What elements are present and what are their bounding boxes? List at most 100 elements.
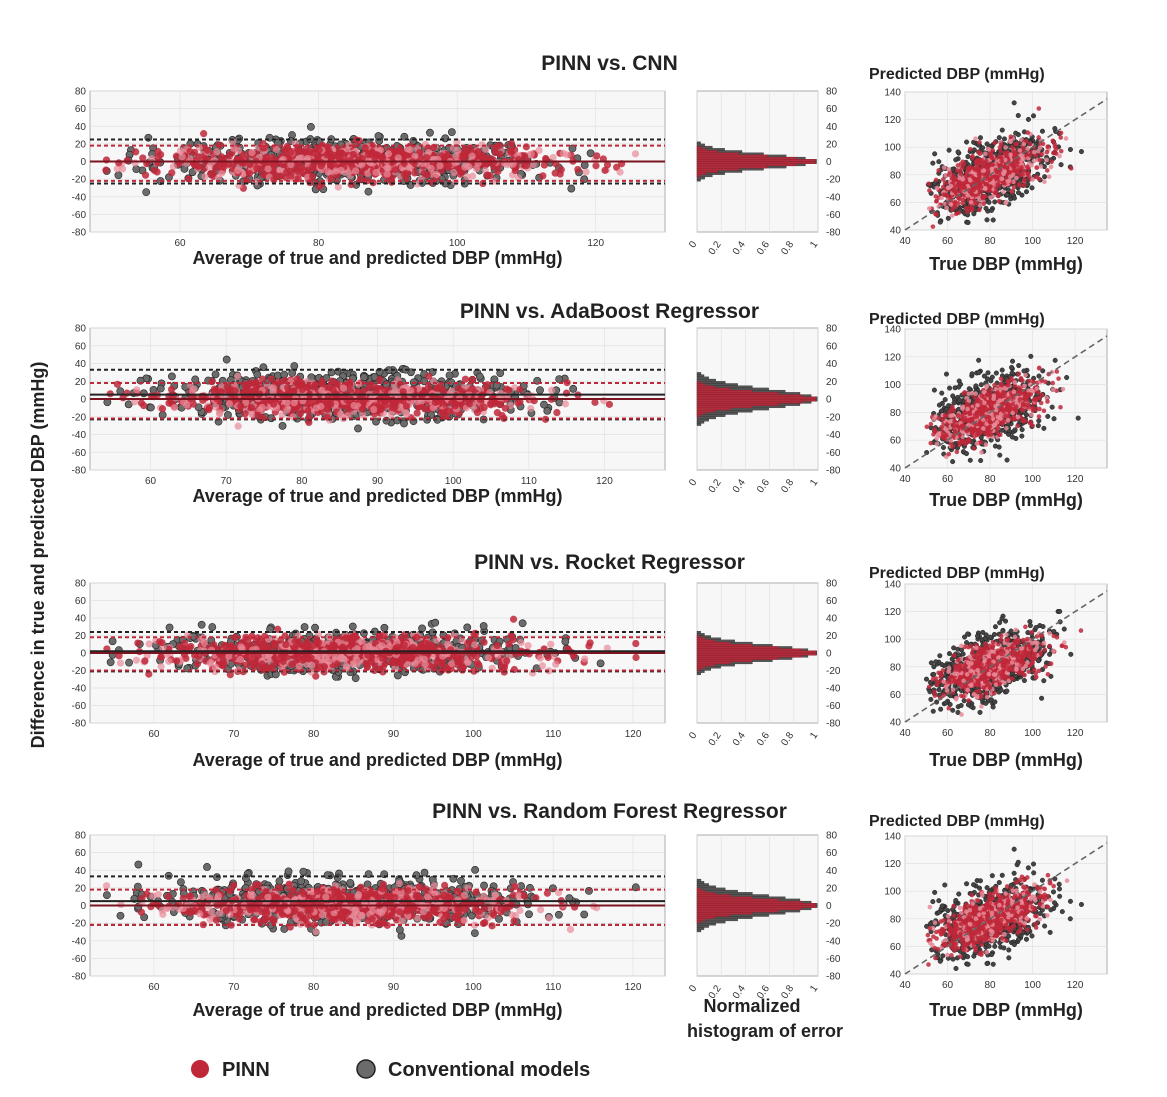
ba-point-pinn [402, 402, 410, 410]
hist-bar-pinn [696, 154, 768, 158]
ba-point-pinn [491, 148, 499, 157]
ba-point-conventional [211, 370, 220, 379]
ba-point-pinn [241, 410, 249, 418]
sc-ytick-label: 80 [890, 170, 902, 181]
ba-ytick-label: 40 [75, 359, 87, 370]
sc-point-pinn [983, 193, 988, 199]
hist-ytick-label: -20 [826, 412, 841, 423]
sc-point-pinn [997, 145, 1003, 150]
ba-point-pinn [407, 387, 415, 395]
sc-point-conventional [1029, 185, 1035, 191]
sc-point-pinn [992, 140, 998, 146]
hist-bar-pinn [696, 161, 816, 164]
sc-point-conventional [1004, 457, 1010, 463]
ba-point-pinn [346, 378, 354, 386]
ba-point-pinn [303, 384, 312, 392]
hist-xtick-label: 0.6 [755, 477, 772, 495]
ba-point-pinn [465, 400, 473, 408]
hist-bar-pinn [696, 383, 706, 386]
ba-point-pinn [267, 375, 276, 383]
sc-point-conventional [992, 199, 998, 205]
hist-bar-pinn [696, 389, 753, 393]
ba-point-pinn [366, 159, 375, 167]
ba-point-conventional [158, 411, 167, 419]
sc-xtick-label: 100 [1024, 236, 1041, 247]
sc-xtick-label: 80 [984, 236, 996, 247]
sc-point-conventional [1052, 126, 1058, 132]
sc-point-pinn [999, 158, 1004, 163]
ba-point-pinn [153, 168, 161, 176]
sc-point-pinn [989, 155, 995, 161]
ba-point-pinn [553, 408, 561, 417]
ba-point-pinn [413, 409, 421, 417]
hist-bar-pinn [696, 174, 701, 178]
ba-point-conventional [569, 384, 578, 393]
ba-point-pinn [352, 167, 360, 175]
ba-point-pinn [563, 151, 571, 159]
ba-point-pinn [338, 150, 346, 158]
hist-bar-pinn [696, 170, 719, 173]
ba-point-pinn [337, 410, 345, 418]
sc-point-pinn [933, 177, 939, 183]
sc-point-conventional [1013, 130, 1019, 136]
ba-point-pinn [327, 400, 335, 408]
sc-point-pinn [926, 181, 931, 187]
sc-point-pinn [1005, 165, 1010, 170]
ba-point-pinn [540, 161, 548, 169]
sc-point-conventional [990, 217, 996, 223]
sc-point-pinn [1048, 164, 1054, 170]
ba-point-pinn [226, 151, 234, 160]
ba-point-pinn [469, 172, 477, 180]
hist-bar-conventional [696, 374, 705, 377]
sc-point-pinn [1012, 168, 1017, 173]
ba-point-conventional [132, 165, 141, 174]
hist-ytick-label: 40 [826, 359, 838, 370]
sc-point-conventional [1011, 100, 1017, 106]
sc-point-pinn [965, 192, 971, 198]
ba-point-pinn [186, 147, 194, 156]
sc-point-pinn [1014, 141, 1020, 147]
ba-point-pinn [211, 403, 220, 411]
hist-bar-pinn [696, 165, 768, 169]
ba-point-pinn [158, 405, 167, 413]
sc-point-pinn [1026, 174, 1032, 179]
sc-point-pinn [989, 161, 995, 167]
ba-point-pinn [391, 166, 400, 174]
sc-point-pinn [956, 210, 962, 216]
sc-point-pinn [984, 159, 989, 164]
sc-point-pinn [971, 187, 977, 193]
sc-point-pinn [930, 224, 936, 229]
sc-point-pinn [940, 184, 946, 190]
sc-point-pinn [1058, 130, 1064, 136]
ba-point-pinn [169, 162, 177, 171]
hist-ytick-label: 80 [826, 324, 838, 335]
sc-point-pinn [1004, 152, 1009, 158]
hist-ytick-label: 80 [826, 87, 838, 98]
ba-point-pinn [522, 143, 530, 151]
ba-point-pinn [330, 151, 339, 159]
ba-point-conventional [280, 370, 289, 379]
hist-ytick-label: -80 [826, 466, 841, 477]
hist-ytick-label: -40 [826, 430, 841, 441]
ba-ytick-label: 0 [80, 395, 86, 406]
sc-point-pinn [1021, 156, 1026, 162]
ba-point-pinn [391, 403, 399, 411]
sc-point-pinn [1044, 149, 1050, 155]
ba-point-pinn [376, 406, 385, 414]
sc-point-conventional [1042, 174, 1048, 180]
ba-ytick-label: 20 [75, 139, 87, 150]
sc-point-pinn [992, 174, 998, 179]
sc-point-pinn [953, 177, 958, 183]
sc-point-pinn [983, 151, 988, 157]
sc-point-conventional [1015, 113, 1021, 119]
sc-point-conventional [1004, 192, 1010, 198]
sc-point-pinn [1045, 144, 1051, 149]
ba-point-pinn [411, 169, 419, 177]
ba-point-pinn [253, 164, 261, 172]
sc-point-pinn [998, 148, 1003, 154]
sc-point-pinn [961, 161, 967, 167]
sc-point-conventional [946, 147, 952, 153]
hist-bar-pinn [696, 167, 739, 171]
sc-point-pinn [977, 151, 983, 157]
ba-point-pinn [270, 176, 278, 184]
